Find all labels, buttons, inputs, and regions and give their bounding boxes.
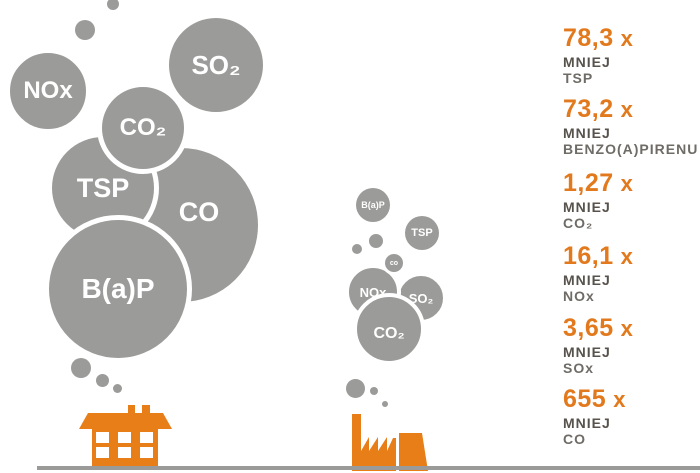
bap-bubble-small: B(a)P [356, 188, 390, 222]
smoke-bubble-icon [107, 0, 119, 10]
stat-block-tsp: 78,3 x MNIEJ TSP [563, 26, 633, 87]
bap-bubble-small-label: B(a)P [361, 200, 385, 210]
stat-factor-value: 655 [563, 385, 607, 413]
stat-factor: 16,1 x [563, 244, 633, 269]
factory-icon [352, 414, 428, 471]
stat-substance: CO [563, 431, 586, 447]
stat-times-label: x [613, 387, 626, 412]
co2-bubble-small-label: CO₂ [373, 325, 405, 342]
stat-times-label: x [620, 316, 634, 341]
co-bubble-label: CO [178, 196, 220, 227]
so2-bubble-large: SO₂ [164, 13, 268, 117]
stat-block-nox: 16,1 x MNIEJ NOx [563, 244, 633, 305]
nox-bubble-label: NOx [23, 77, 73, 104]
tsp-bubble-label: TSP [76, 172, 130, 203]
smoke-bubble-icon [369, 234, 383, 248]
stat-factor: 73,2 x [563, 97, 698, 122]
smoke-bubble-icon [352, 244, 362, 254]
smoke-bubble-icon [96, 374, 109, 387]
stat-times-label: x [620, 26, 634, 51]
stat-substance: NOx [563, 288, 595, 304]
house-icon [79, 405, 172, 470]
stat-substance: CO₂ [563, 215, 594, 231]
stat-factor: 3,65 x [563, 316, 633, 341]
stat-factor-value: 78,3 [563, 24, 614, 52]
stat-substance: TSP [563, 70, 594, 86]
nox-bubble-large: NOx [5, 48, 91, 134]
stat-times-label: x [620, 244, 634, 269]
so2-bubble-label: SO₂ [191, 49, 241, 80]
smoke-bubble-icon [75, 20, 95, 40]
stat-block-benzo: 73,2 x MNIEJ BENZO(A)PIRENU [563, 97, 699, 158]
stat-block-co2: 1,27 x MNIEJ CO₂ [563, 171, 633, 232]
stat-factor: 78,3 x [563, 26, 633, 51]
co2-bubble-small: CO₂ [353, 293, 425, 365]
co2-bubble-label: CO₂ [119, 114, 167, 141]
bap-bubble-label: B(a)P [81, 273, 155, 304]
tsp-bubble-small-label: TSP [411, 227, 433, 239]
stat-less-label: MNIEJ [563, 344, 611, 360]
stat-less-label: MNIEJ [563, 54, 611, 70]
stat-factor-value: 73,2 [563, 95, 614, 123]
co-bubble-small: co [382, 251, 406, 275]
stat-less-label: MNIEJ [563, 199, 611, 215]
stat-block-co: 655 x MNIEJ CO [563, 387, 626, 448]
stat-substance: BENZO(A)PIRENU [563, 141, 699, 157]
stat-times-label: x [620, 171, 634, 196]
stat-factor-value: 16,1 [563, 242, 614, 270]
co-bubble-small-label: co [389, 259, 399, 267]
stat-substance: SOx [563, 360, 595, 376]
bap-bubble-large: B(a)P [44, 215, 192, 363]
stat-factor-value: 1,27 [563, 169, 614, 197]
stat-less-label: MNIEJ [563, 125, 611, 141]
ground-line [37, 466, 700, 470]
smoke-bubble-icon [370, 387, 378, 395]
stat-factor: 1,27 x [563, 171, 633, 196]
stat-times-label: x [620, 97, 634, 122]
tsp-bubble-small: TSP [405, 216, 439, 250]
smoke-bubble-icon [382, 401, 388, 407]
smoke-bubble-icon [113, 384, 122, 393]
co2-bubble-large: CO₂ [97, 82, 189, 174]
stat-factor-value: 3,65 [563, 314, 614, 342]
so2-bubble-small-label: SO₂ [408, 290, 434, 306]
smoke-bubble-icon [71, 358, 91, 378]
smoke-bubble-icon [346, 379, 365, 398]
stat-less-label: MNIEJ [563, 272, 611, 288]
stat-less-label: MNIEJ [563, 415, 611, 431]
stat-block-sox: 3,65 x MNIEJ SOx [563, 316, 633, 377]
stat-factor: 655 x [563, 387, 626, 412]
